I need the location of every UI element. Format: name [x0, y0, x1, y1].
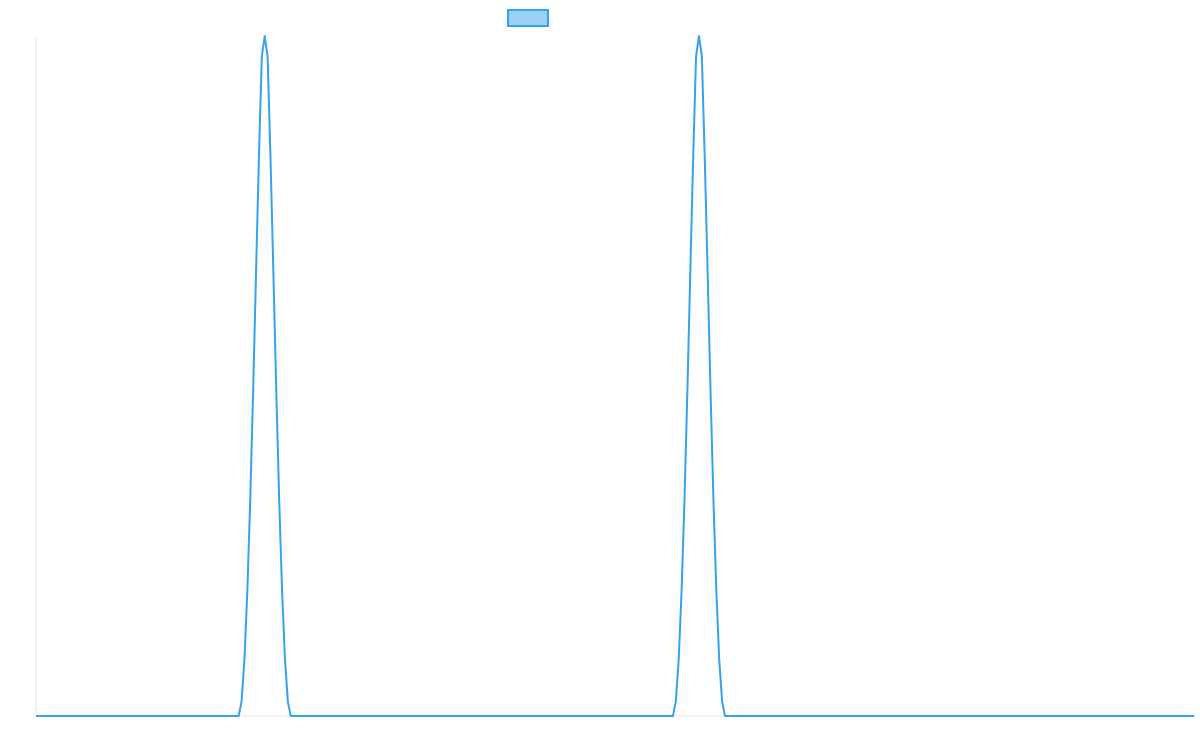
legend-swatch[interactable]: [507, 9, 549, 27]
series-group: [36, 35, 1194, 717]
series-line-0: [36, 35, 1194, 717]
legend[interactable]: [507, 9, 549, 27]
